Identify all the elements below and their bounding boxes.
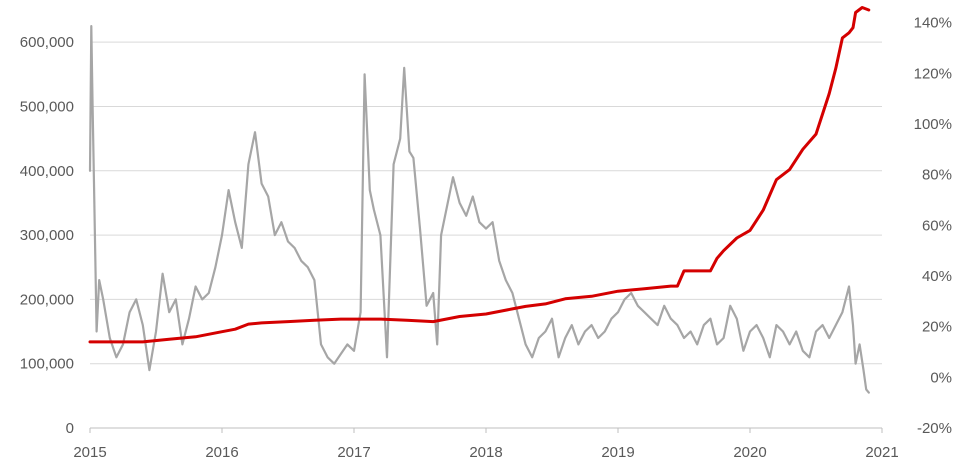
y-left-tick-label: 400,000: [20, 163, 74, 180]
x-tick-label: 2021: [865, 444, 898, 461]
y-right-tick-label: 100%: [914, 116, 952, 133]
y-left-tick-label: 100,000: [20, 356, 74, 373]
x-tick-label: 2020: [733, 444, 766, 461]
y-left-tick-label: 600,000: [20, 34, 74, 51]
y-left-tick-label: 300,000: [20, 227, 74, 244]
x-tick-label: 2019: [601, 444, 634, 461]
y-right-tick-label: 40%: [922, 268, 952, 285]
series-lines: [88, 6, 871, 394]
y-right-tick-label: 0%: [930, 369, 952, 386]
x-tick-label: 2017: [337, 444, 370, 461]
red-series-line: [88, 6, 871, 344]
y-left-tick-label: 200,000: [20, 291, 74, 308]
x-tick-label: 2016: [205, 444, 238, 461]
y-right-tick-label: 140%: [914, 15, 952, 32]
y-right-tick-label: 20%: [922, 319, 952, 336]
grey-series-line: [88, 25, 870, 394]
y-right-tick-label: 60%: [922, 217, 952, 234]
x-tick-label: 2018: [469, 444, 502, 461]
y-right-tick-label: -20%: [917, 420, 952, 437]
y-left-tick-label: 500,000: [20, 98, 74, 115]
y-right-tick-label: 80%: [922, 167, 952, 184]
y-right-tick-label: 120%: [914, 65, 952, 82]
x-tick-label: 2015: [73, 444, 106, 461]
y-left-tick-label: 0: [66, 420, 74, 437]
tick-labels: 0 100,000 200,000 300,000 400,000 500,000 600,…: [20, 15, 952, 461]
axes: [89, 427, 883, 433]
